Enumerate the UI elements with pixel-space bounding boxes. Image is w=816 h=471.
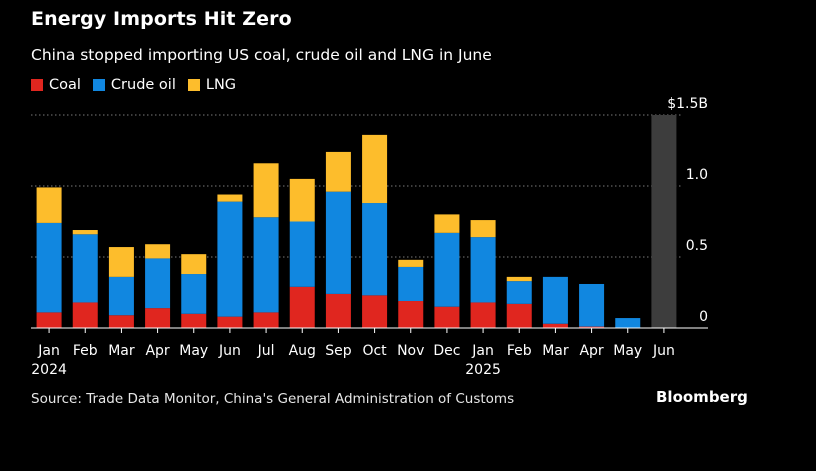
brand-logo: Bloomberg [656, 388, 748, 406]
bar-lng [36, 187, 62, 223]
legend-label-lng: LNG [205, 77, 237, 93]
legend-swatch-lng [187, 79, 200, 91]
bar-crude-oil [289, 221, 315, 287]
bar-crude-oil [217, 201, 243, 317]
bar-crude-oil [181, 274, 207, 314]
x-tick-label: Oct [362, 343, 387, 359]
x-tick-label: Apr [145, 343, 169, 359]
bar-crude-oil [325, 191, 351, 294]
x-tick-label: Dec [433, 343, 460, 359]
bar-crude-oil [615, 318, 641, 328]
x-tick-label: Jan [37, 343, 60, 359]
y-tick-label: 1.0 [686, 167, 708, 183]
grid-layer [31, 114, 682, 258]
bar-lng [325, 151, 351, 192]
bar-lng [470, 220, 496, 238]
x-tick-label: Jan [471, 343, 494, 359]
bar-coal [289, 286, 315, 328]
highlight-layer [651, 115, 677, 328]
bar-crude-oil [434, 232, 460, 307]
bar-lng [398, 259, 424, 267]
legend-label-crude-oil: Crude oil [110, 77, 176, 93]
bar-coal [145, 308, 171, 328]
bar-lng [181, 254, 207, 275]
bar-lng [72, 230, 98, 235]
bar-crude-oil [542, 276, 568, 324]
chart-subtitle: China stopped importing US coal, crude o… [31, 46, 492, 64]
legend-item-lng: LNG [187, 77, 237, 93]
bar-coal [506, 303, 532, 328]
legend-label-coal: Coal [49, 77, 81, 93]
bar-crude-oil [362, 203, 388, 296]
x-tick-label: May [613, 343, 642, 359]
bar-coal [434, 306, 460, 328]
x-tick-label: May [179, 343, 208, 359]
legend: Coal Crude oil LNG [31, 77, 248, 93]
source-note: Source: Trade Data Monitor, China's Gene… [31, 391, 515, 407]
x-tick-label: Feb [507, 343, 532, 359]
x-tick-label: Aug [289, 343, 316, 359]
bar-crude-oil [72, 234, 98, 303]
x-tick-label: Apr [579, 343, 603, 359]
bar-coal [542, 323, 568, 328]
bar-lng [253, 163, 279, 218]
bar-crude-oil [398, 266, 424, 302]
x-tick-label: Mar [542, 343, 569, 359]
bar-crude-oil [470, 237, 496, 303]
bar-coal [470, 302, 496, 328]
bar-coal [72, 302, 98, 328]
bar-lng [145, 244, 171, 259]
bar-coal [253, 312, 279, 328]
x-tick-label: Jun [218, 343, 241, 359]
bar-coal [398, 301, 424, 328]
bars-layer [36, 134, 641, 328]
bar-lng [217, 194, 243, 202]
axis-layer: $1.5B 1.0 0.5 0 Jan Feb Mar Apr May Jun Jul Aug Sep O… [31, 96, 708, 378]
y-tick-label: 0 [699, 309, 708, 325]
bar-lng [289, 178, 315, 222]
chart-title: Energy Imports Hit Zero [31, 8, 292, 30]
x-tick-label: Jun [652, 343, 675, 359]
bar-coal [362, 295, 388, 328]
bar-coal [108, 315, 134, 328]
bar-coal [325, 293, 351, 328]
bar-crude-oil [145, 258, 171, 309]
bar-lng [362, 134, 388, 204]
bar-crude-oil [579, 283, 605, 327]
legend-item-coal: Coal [31, 77, 81, 93]
y-tick-label: 0.5 [686, 238, 708, 254]
bar-coal [36, 312, 62, 328]
bar-coal [181, 313, 207, 328]
bar-coal [579, 326, 605, 328]
x-year-label: 2024 [31, 362, 67, 378]
highlight-band [651, 115, 677, 328]
bar-crude-oil [253, 217, 279, 313]
bar-coal [217, 316, 243, 328]
x-tick-label: Jul [257, 343, 275, 359]
x-tick-label: Nov [397, 343, 424, 359]
y-tick-label: $1.5B [667, 96, 708, 112]
bar-crude-oil [36, 222, 62, 313]
legend-swatch-coal [31, 79, 43, 91]
bar-crude-oil [108, 276, 134, 316]
bar-lng [506, 276, 532, 282]
legend-swatch-crude-oil [92, 79, 105, 91]
bar-lng [434, 214, 460, 233]
x-tick-label: Feb [73, 343, 98, 359]
bar-crude-oil [506, 281, 532, 304]
legend-item-crude-oil: Crude oil [92, 77, 176, 93]
bar-lng [108, 247, 134, 277]
x-year-label: 2025 [465, 362, 501, 378]
x-tick-label: Sep [325, 343, 352, 359]
x-tick-label: Mar [108, 343, 135, 359]
